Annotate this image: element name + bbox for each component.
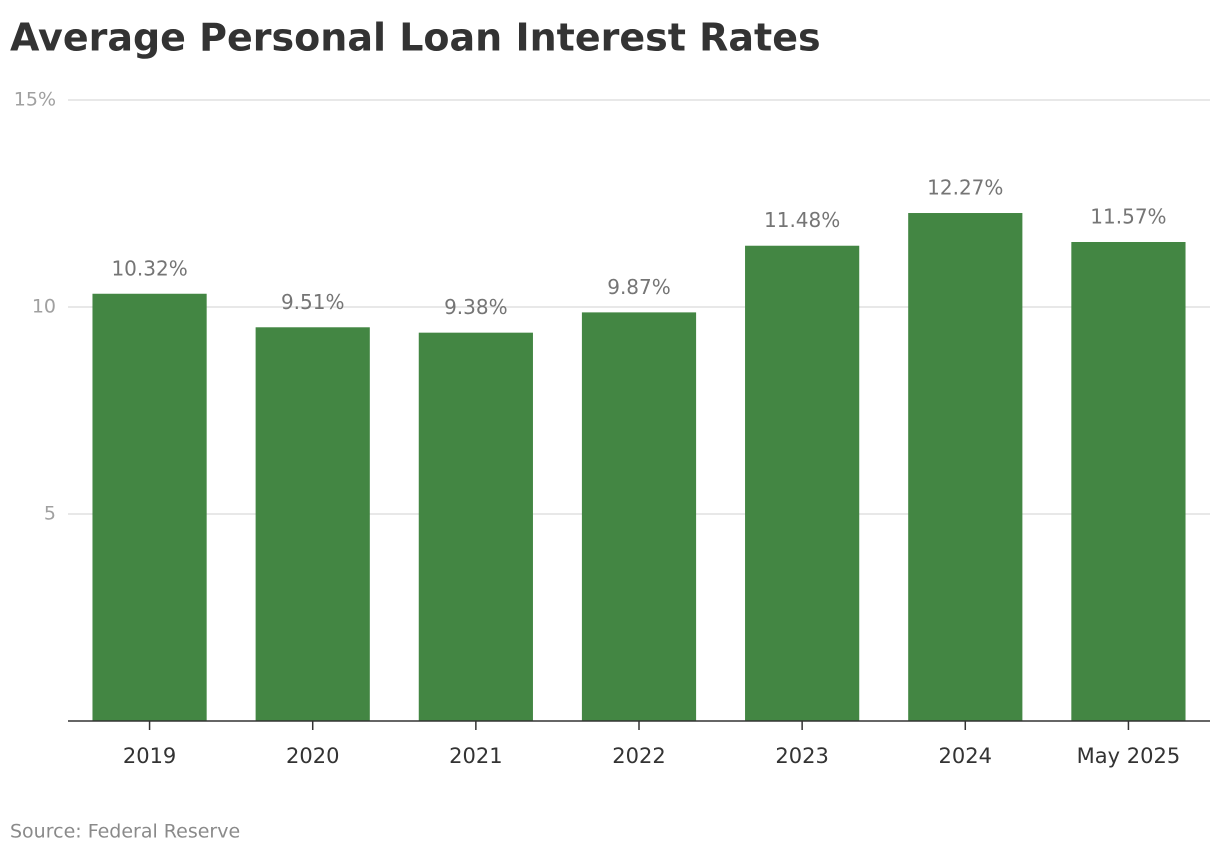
bar (418, 332, 533, 721)
value-label: 12.27% (927, 176, 1003, 200)
bar (581, 312, 697, 721)
x-tick-label: May 2025 (1077, 744, 1181, 768)
value-label: 9.51% (281, 290, 345, 314)
value-label: 10.32% (111, 256, 187, 280)
x-tick-label: 2019 (123, 744, 176, 768)
x-tick-label: 2024 (939, 744, 992, 768)
source-note: Source: Federal Reserve (10, 821, 240, 843)
chart-title: Average Personal Loan Interest Rates (10, 16, 821, 60)
bar (255, 327, 370, 721)
value-label: 11.57% (1090, 205, 1166, 229)
x-tick-label: 2023 (775, 744, 828, 768)
x-tick-label: 2022 (612, 744, 665, 768)
x-tick-label: 2021 (449, 744, 502, 768)
value-label: 9.38% (444, 295, 508, 319)
bar (745, 245, 860, 721)
value-label: 9.87% (607, 275, 671, 299)
y-tick-label: 15% (14, 89, 56, 111)
value-label: 11.48% (764, 208, 840, 232)
bar (92, 293, 207, 721)
x-tick-label: 2020 (286, 744, 339, 768)
bar (1071, 242, 1186, 721)
bar (908, 213, 1023, 721)
y-tick-label: 5 (44, 503, 56, 525)
y-tick-label: 10 (32, 296, 56, 318)
